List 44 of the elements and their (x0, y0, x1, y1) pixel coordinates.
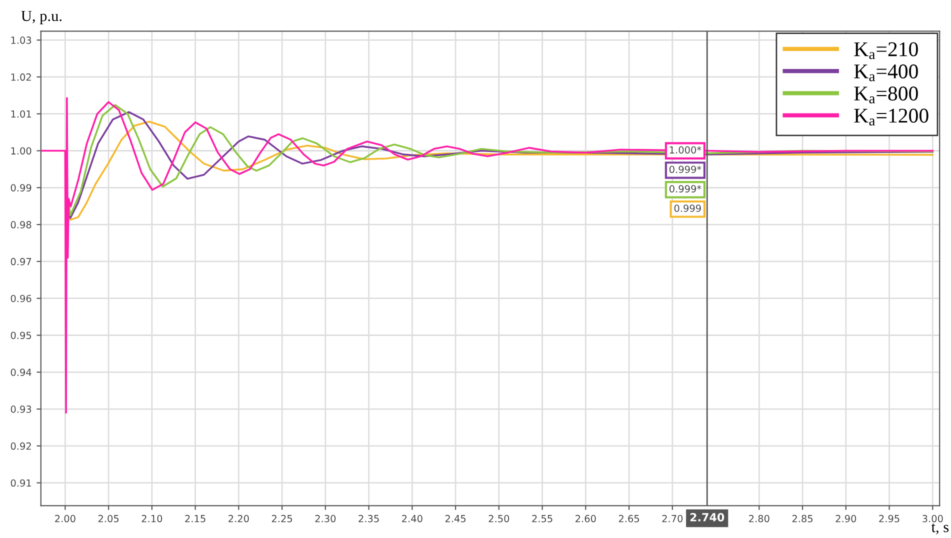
ref-line-label: 2.740 (690, 513, 724, 522)
y-tick-label: 0.92 (10, 442, 31, 450)
x-tick-label: 2.15 (185, 514, 206, 522)
y-tick-label: 0.97 (10, 258, 32, 266)
x-tick-label: 2.10 (142, 514, 162, 522)
x-tick-label: 2.20 (228, 514, 249, 522)
x-tick-label: 2.60 (576, 514, 596, 522)
annotation: 1.000* (670, 146, 702, 154)
x-tick-label: 2.30 (315, 514, 336, 522)
y-tick-label: 0.93 (10, 406, 32, 413)
legend-label: K$_{a}$=1200 (854, 108, 928, 126)
x-axis-title: t, s (931, 523, 949, 534)
x-tick-label: 2.05 (98, 514, 119, 522)
y-tick-label: 1.00 (11, 147, 32, 155)
x-tick-label: 2.00 (55, 514, 76, 522)
y-axis-title: U, p.u. (21, 10, 62, 24)
y-tick-label: 1.02 (11, 73, 31, 81)
legend-label: K$_{a}$=400 (854, 64, 918, 82)
x-tick-label: 2.45 (445, 514, 466, 522)
y-tick-label: 0.95 (10, 332, 32, 340)
y-tick-label: 0.94 (10, 368, 32, 376)
y-tick-label: 1.03 (11, 36, 32, 44)
legend-label: K$_{a}$=210 (854, 42, 918, 60)
x-tick-label: 3.00 (922, 514, 943, 522)
x-tick-label: 2.25 (272, 514, 292, 522)
annotation: 0.999* (670, 185, 702, 192)
y-tick-label: 0.99 (10, 184, 32, 192)
annotation: 0.999 (674, 204, 701, 212)
x-tick-label: 2.40 (402, 514, 422, 522)
x-tick-label: 2.90 (836, 514, 856, 522)
x-tick-label: 2.85 (792, 514, 813, 522)
legend-label: K$_{a}$=800 (854, 86, 918, 104)
y-tick-label: 0.98 (10, 221, 32, 228)
y-tick-label: 0.91 (10, 479, 31, 487)
x-tick-label: 2.95 (879, 514, 900, 522)
y-tick-label: 0.96 (10, 294, 32, 302)
x-tick-label: 2.80 (749, 514, 770, 522)
x-tick-label: 2.35 (358, 514, 379, 522)
annotation: 0.999* (670, 166, 702, 174)
x-tick-label: 2.50 (488, 514, 510, 522)
y-tick-label: 1.01 (11, 110, 31, 118)
x-tick-label: 2.70 (662, 514, 683, 522)
x-tick-label: 2.65 (618, 514, 640, 522)
x-tick-label: 2.55 (532, 514, 552, 522)
